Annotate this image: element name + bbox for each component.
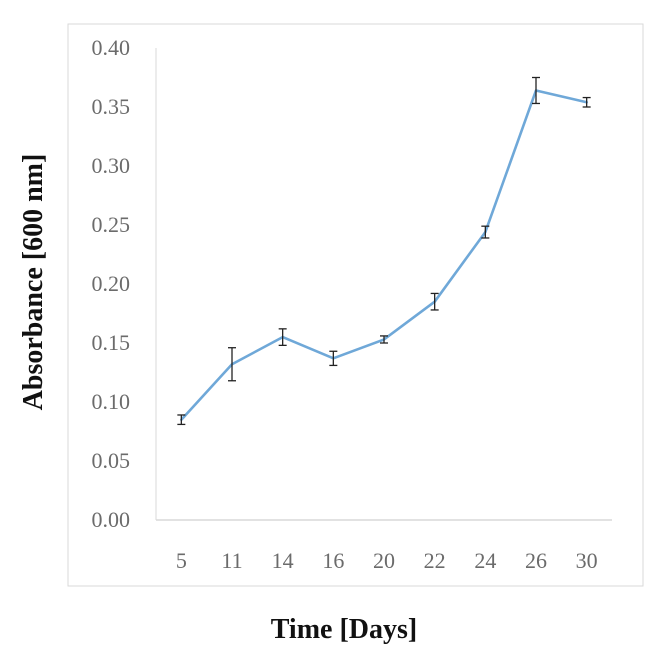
plot-frame (67, 23, 644, 587)
x-tick-label: 24 (474, 548, 496, 573)
error-bar (177, 414, 186, 426)
error-bar (481, 225, 490, 239)
error-bar (228, 347, 236, 382)
x-tick-label: 16 (322, 548, 344, 573)
y-axis-title: Absorbance [600 nm] (18, 154, 49, 411)
x-tick-label: 30 (576, 548, 598, 573)
series-line (180, 89, 588, 422)
series-layer (177, 76, 591, 426)
error-bar (278, 328, 287, 347)
error-bar (582, 96, 591, 108)
error-bar (329, 350, 338, 367)
error-bar (380, 335, 388, 344)
x-tick-label: 22 (424, 548, 446, 573)
y-tick-label: 0.40 (92, 35, 131, 60)
x-tick-label: 5 (176, 548, 187, 573)
y-tick-label: 0.35 (92, 94, 131, 119)
y-tick-label: 0.15 (92, 330, 131, 355)
y-tick-label: 0.05 (92, 448, 131, 473)
error-bar (430, 292, 439, 311)
y-tick-label: 0.00 (92, 507, 131, 532)
y-tick-labels: 0.00 0.05 0.10 0.15 0.20 0.25 0.30 0.35 0.40 (92, 35, 131, 532)
x-axis-title: Time [Days] (271, 614, 417, 645)
x-tick-label: 14 (272, 548, 294, 573)
error-bar (532, 76, 540, 105)
x-tick-label: 26 (525, 548, 547, 573)
y-tick-label: 0.30 (92, 153, 131, 178)
x-tick-label: 11 (221, 548, 242, 573)
y-tick-label: 0.20 (92, 271, 131, 296)
x-tick-labels: 5 11 14 16 20 22 24 26 30 (176, 548, 598, 573)
y-tick-label: 0.10 (92, 389, 131, 414)
x-tick-label: 20 (373, 548, 395, 573)
y-tick-label: 0.25 (92, 212, 131, 237)
